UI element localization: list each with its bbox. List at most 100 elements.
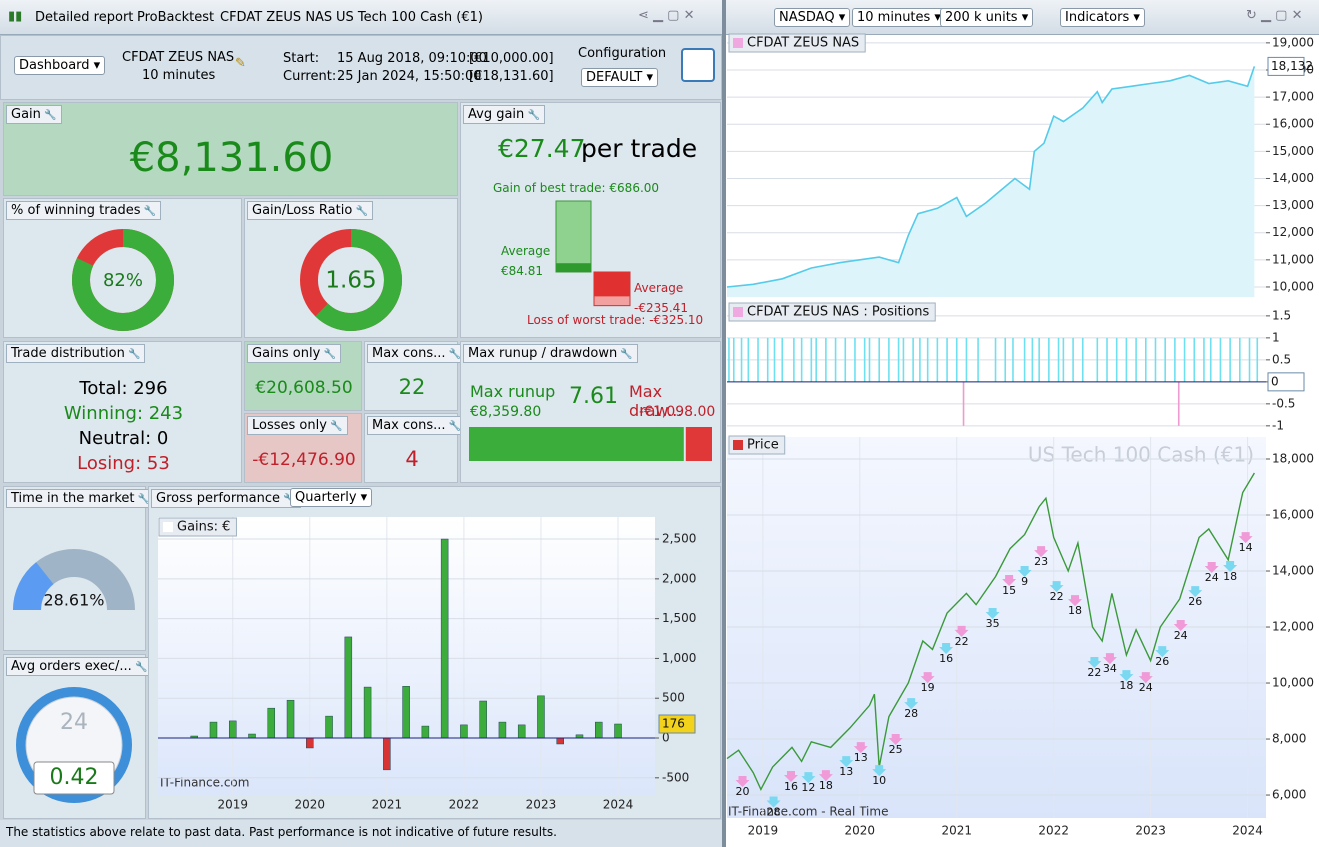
trade-arrow <box>1238 532 1253 544</box>
market-select[interactable]: NASDAQ <box>774 8 851 27</box>
panel-label[interactable]: Max runup / drawdown <box>463 344 638 363</box>
panel-label[interactable]: Max cons... <box>367 416 467 435</box>
neutral: Neutral: 0 <box>78 428 169 449</box>
view-select[interactable]: Dashboard <box>14 56 106 75</box>
bar <box>1219 337 1222 382</box>
tab[interactable]: ProBacktest <box>137 10 215 25</box>
donut-arc <box>72 229 174 331</box>
bar <box>1048 337 1050 382</box>
bar <box>517 724 526 739</box>
value-tag <box>1267 56 1305 76</box>
y-tick-label: 1 <box>1272 330 1280 344</box>
panel-label[interactable]: Gross performance <box>151 489 301 508</box>
y-tick-label: 18,000 <box>1272 452 1314 466</box>
config-select[interactable]: DEFAULT <box>581 68 658 87</box>
y-tick-label: 0 <box>662 731 670 745</box>
current-value: 25 Jan 2024, 15:50:00 <box>337 69 482 84</box>
legend-box <box>728 302 936 322</box>
y-tick-label: 19,000 <box>1272 35 1314 49</box>
y-tick-label: 16,000 <box>1272 117 1314 131</box>
panel-label[interactable]: Gain <box>6 105 62 124</box>
panel-label[interactable]: Avg gain <box>463 105 545 124</box>
y-tick-label: 13,000 <box>1272 198 1314 212</box>
splitter[interactable] <box>722 0 726 847</box>
bar <box>1125 337 1128 382</box>
gains-only-panel: Gains only €20,608.50 <box>244 341 362 411</box>
trade-count: 18 <box>1223 570 1237 583</box>
trade-count: 34 <box>1103 662 1117 675</box>
bar <box>1023 337 1026 382</box>
right-toolbar: NASDAQ 10 minutes 200 k units Indicators… <box>726 0 1319 35</box>
panel-label[interactable]: % of winning trades <box>6 201 162 220</box>
period-select[interactable]: Quarterly <box>290 488 373 507</box>
bar <box>800 337 803 382</box>
start-value: 15 Aug 2018, 09:10:00 <box>337 51 487 66</box>
trade-arrow <box>783 770 798 782</box>
bar <box>1106 337 1108 382</box>
bar <box>757 337 759 382</box>
edit-icon[interactable]: ✎ <box>235 56 246 71</box>
timeframe-select[interactable]: 10 minutes <box>852 8 946 27</box>
trade-count: 18 <box>1119 679 1133 692</box>
trade-count: 19 <box>921 681 935 694</box>
average-win: €84.81 <box>501 264 543 278</box>
config-icon[interactable] <box>681 48 715 82</box>
tab[interactable]: CFDAT ZEUS NAS <box>220 10 333 25</box>
window-buttons[interactable]: ⋖ ▁ ▢ ✕ <box>638 8 695 23</box>
bar <box>1154 337 1157 382</box>
bar <box>1057 337 1060 382</box>
trade-count: 24 <box>1174 629 1188 642</box>
trade-count: 28 <box>904 707 918 720</box>
panel-label[interactable]: Time in the market <box>6 489 156 508</box>
trade-count: 16 <box>784 780 798 793</box>
bar <box>897 337 900 382</box>
trade-count: 22 <box>1087 666 1101 679</box>
tab[interactable]: US Tech 100 Cash (€1) <box>336 10 483 25</box>
trade-count: 16 <box>939 652 953 665</box>
ratio: 7.61 <box>569 384 618 409</box>
panel-label[interactable]: Gains only <box>247 344 341 363</box>
bar <box>962 381 965 426</box>
panel-label[interactable]: Max cons... <box>367 344 467 363</box>
bar <box>383 737 391 771</box>
trade-count: 25 <box>889 743 903 756</box>
trade-arrow <box>839 756 854 768</box>
size-select[interactable]: 200 k units <box>940 8 1034 27</box>
trade-count: 28 <box>767 805 781 818</box>
losing: Losing: 53 <box>77 453 170 474</box>
trade-count: 23 <box>1034 555 1048 568</box>
x-tick-label: 2021 <box>941 824 972 838</box>
trade-count: 26 <box>1155 655 1169 668</box>
source: IT-Finance.com - Real Time <box>728 805 888 819</box>
trade-arrow <box>801 772 816 784</box>
panel-label[interactable]: Avg orders exec/... <box>6 657 153 676</box>
value-tag-label: 0 <box>1271 374 1279 388</box>
runup-value: €8,359.80 <box>470 404 542 420</box>
bar <box>1209 337 1212 382</box>
y-tick-label: 10,000 <box>1272 279 1314 293</box>
trade-count: 24 <box>1205 571 1219 584</box>
gain-panel: Gain €8,131.60 <box>3 102 458 196</box>
left-toolbar: ▮▮ Detailed report ProBacktest CFDAT ZEU… <box>0 0 722 35</box>
panel-label[interactable]: Gain/Loss Ratio <box>247 201 373 220</box>
panel-label[interactable]: Trade distribution <box>6 344 146 363</box>
bar <box>793 337 795 382</box>
system-name: CFDAT ZEUS NAS <box>122 50 235 65</box>
bar <box>878 337 880 382</box>
trade-count: 13 <box>839 765 853 778</box>
report-title[interactable]: Detailed report <box>35 10 134 25</box>
legend-swatch <box>733 440 743 450</box>
window-buttons[interactable]: ↻ ▁ ▢ ✕ <box>1246 8 1303 23</box>
gauge-label: 28.61% <box>43 591 104 610</box>
max-losses-value: 4 <box>405 447 419 471</box>
drawdown-value: -€1,098.00 <box>639 404 716 420</box>
timeframe: 10 minutes <box>142 68 216 83</box>
chart-icon: ▮▮ <box>8 9 23 24</box>
indicators-select[interactable]: Indicators <box>1060 8 1145 27</box>
max-wins-panel: Max cons... 22 <box>364 341 467 411</box>
disclaimer: The statistics above relate to past data… <box>0 820 722 847</box>
x-tick-label: 2023 <box>1135 824 1166 838</box>
trade-count: 15 <box>1002 584 1016 597</box>
panel-label[interactable]: Losses only <box>247 416 348 435</box>
